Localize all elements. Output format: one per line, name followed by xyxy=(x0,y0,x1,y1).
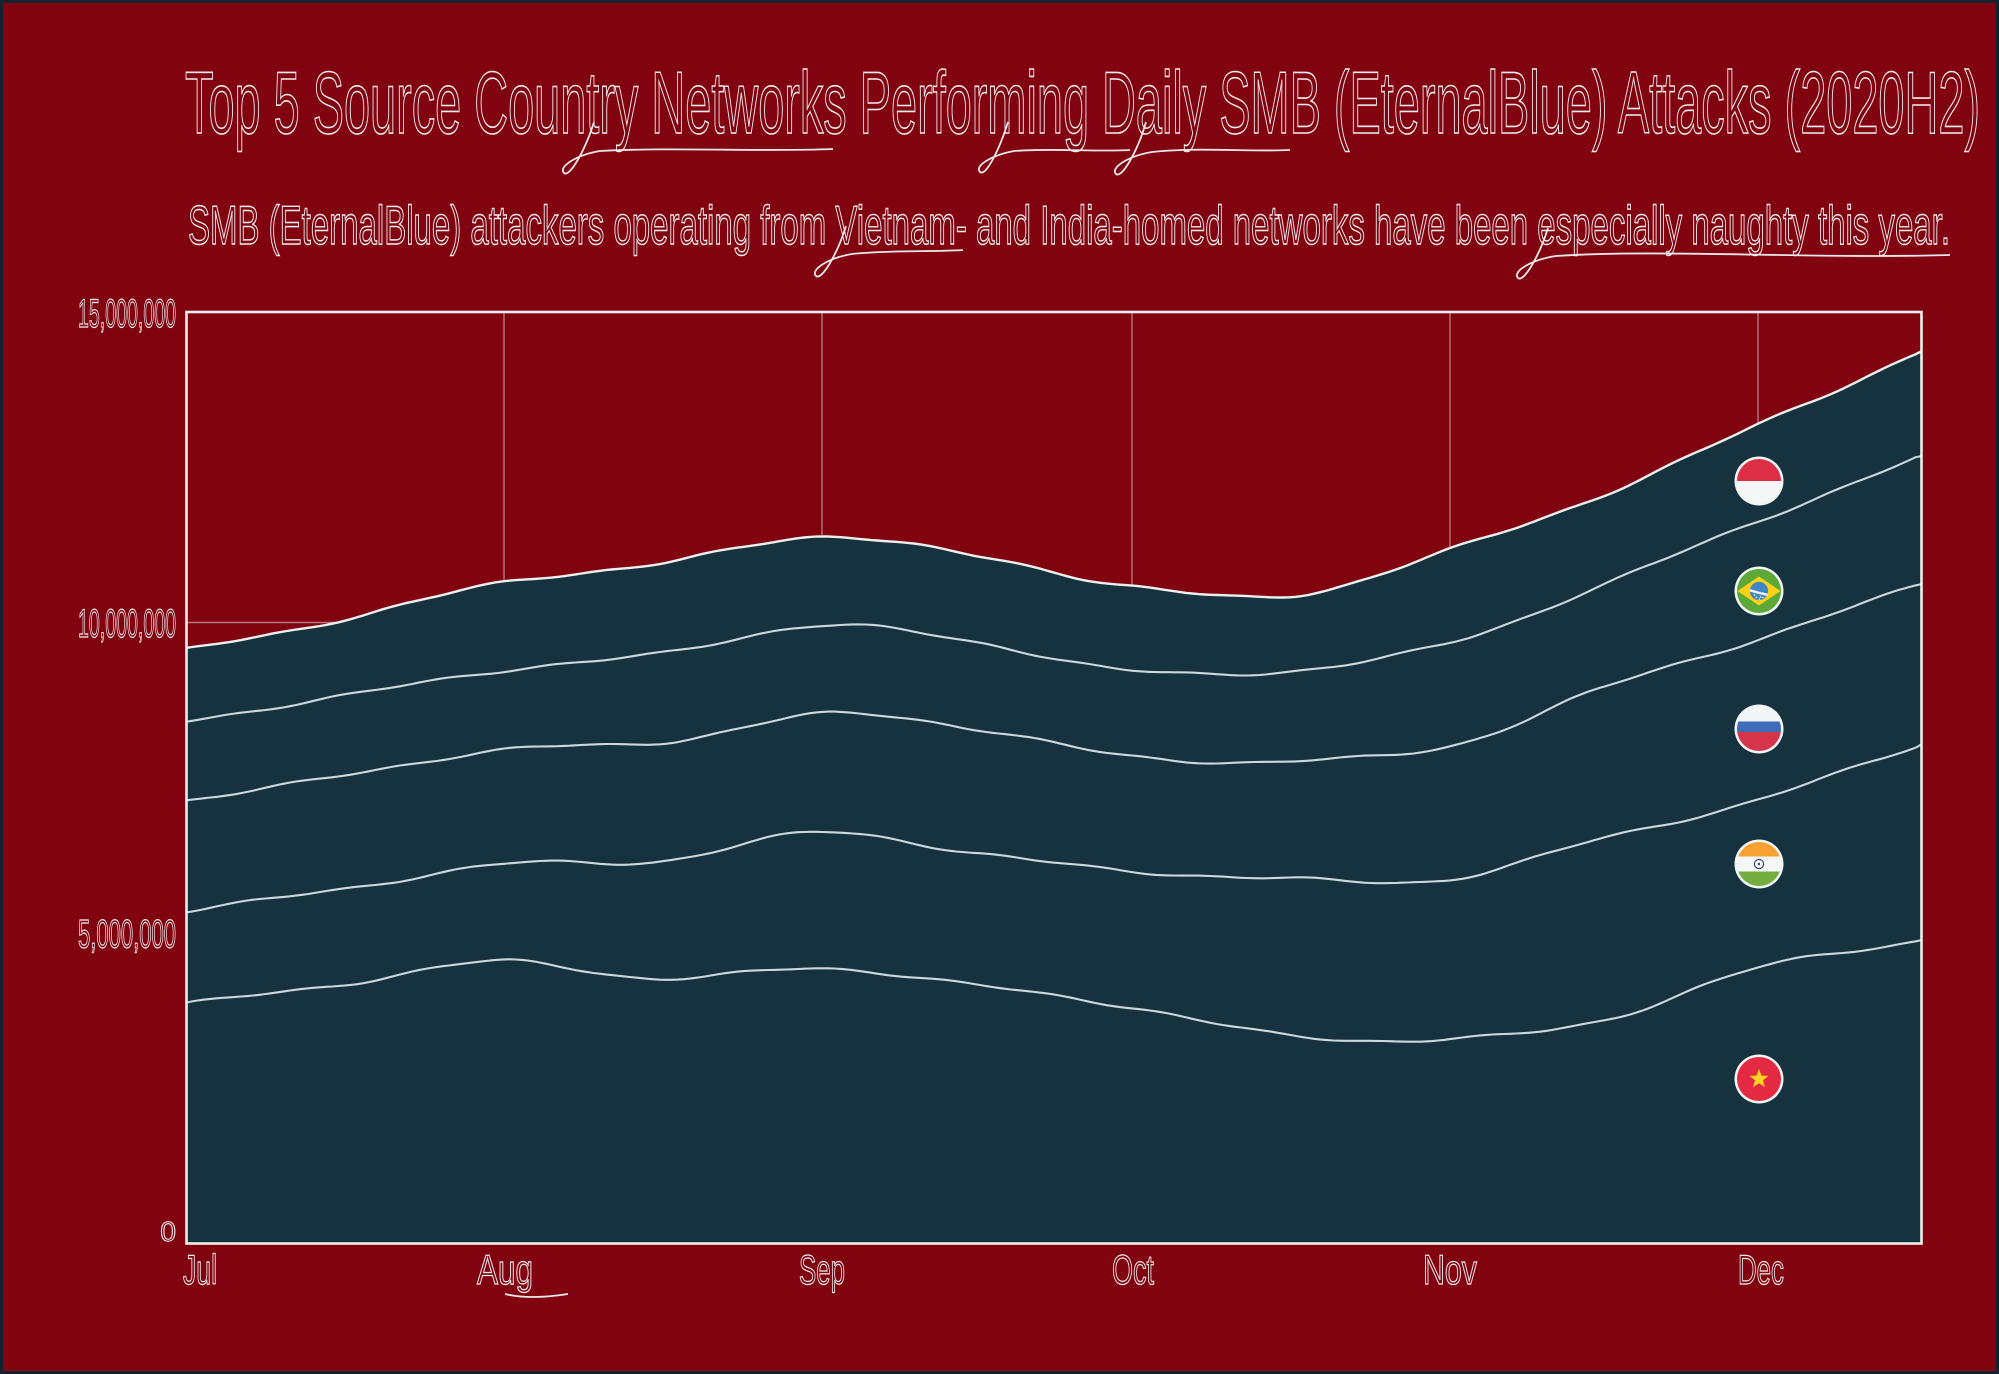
svg-text:15,000,000: 15,000,000 xyxy=(78,292,176,336)
svg-text:5,000,000: 5,000,000 xyxy=(78,913,176,957)
svg-text:Jul: Jul xyxy=(183,1246,217,1293)
svg-text:Nov: Nov xyxy=(1423,1246,1477,1293)
svg-text:Oct: Oct xyxy=(1112,1246,1154,1293)
svg-text:Sep: Sep xyxy=(799,1246,845,1293)
svg-text:Dec: Dec xyxy=(1738,1246,1784,1293)
svg-text:0: 0 xyxy=(160,1216,176,1247)
svg-text:SMB (EternalBlue) attackers op: SMB (EternalBlue) attackers operating fr… xyxy=(188,194,1950,256)
svg-text:Top 5 Source Country Networks: Top 5 Source Country Networks Performing… xyxy=(185,53,1980,152)
svg-text:10,000,000: 10,000,000 xyxy=(78,602,176,646)
svg-text:Aug: Aug xyxy=(477,1246,533,1293)
